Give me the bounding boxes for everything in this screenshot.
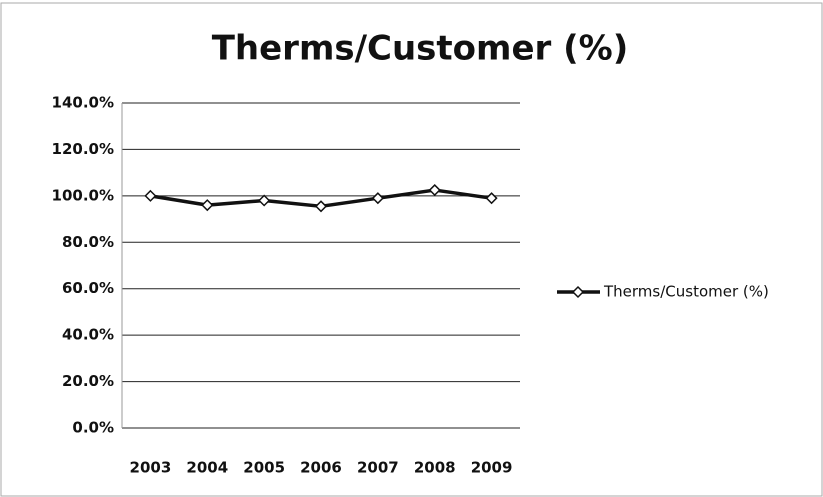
x-tick-label: 2009	[471, 459, 513, 477]
data-point	[314, 200, 328, 213]
data-point	[485, 192, 498, 205]
x-tick-label: 2005	[243, 459, 285, 477]
chart-title: Therms/Customer (%)	[212, 29, 629, 69]
data-point	[258, 194, 271, 207]
x-tick-label: 2004	[186, 459, 228, 477]
y-tick-label: 120.0%	[52, 140, 114, 158]
y-tick-label: 60.0%	[62, 279, 114, 297]
data-point	[371, 192, 384, 205]
data-point	[428, 183, 441, 197]
x-tick-label: 2003	[130, 459, 172, 477]
data-point	[144, 189, 157, 202]
y-tick-label: 140.0%	[52, 94, 114, 112]
x-tick-label: 2008	[414, 459, 456, 477]
data-point	[201, 199, 214, 212]
y-tick-label: 20.0%	[62, 372, 114, 390]
y-tick-label: 100.0%	[52, 186, 114, 204]
legend-marker	[571, 285, 585, 299]
legend-label: Therms/Customer (%)	[603, 283, 769, 301]
y-tick-label: 80.0%	[62, 233, 114, 251]
y-tick-label: 40.0%	[62, 326, 114, 344]
x-tick-label: 2006	[300, 459, 342, 477]
y-tick-label: 0.0%	[72, 419, 114, 437]
x-tick-label: 2007	[357, 459, 399, 477]
